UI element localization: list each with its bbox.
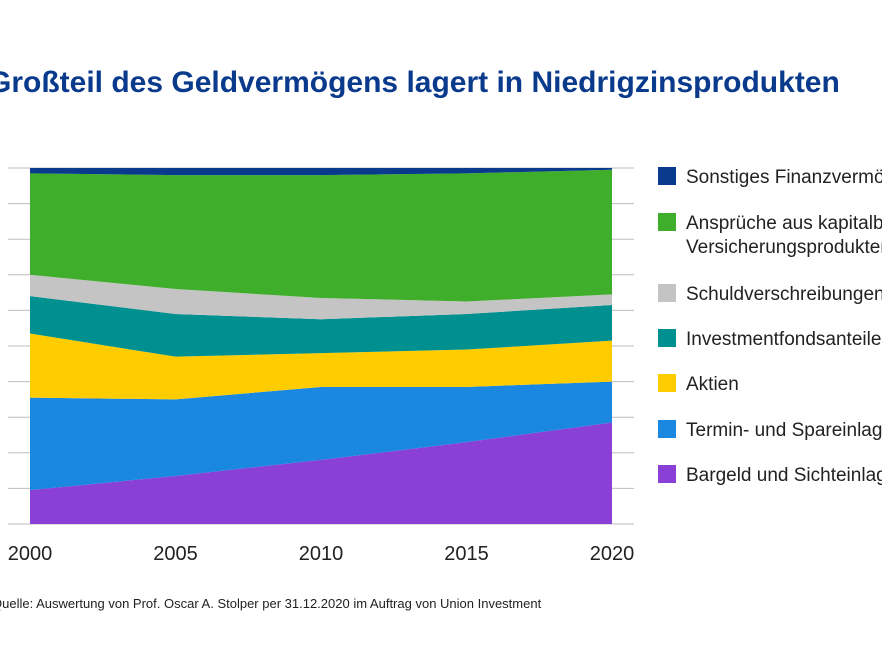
x-axis-ticks: 2000 2005 2010 2015 2020: [8, 543, 635, 565]
legend-item: Sonstiges Finanzvermögen: [658, 167, 882, 188]
area-aktien: [30, 333, 612, 400]
legend: Sonstiges Finanzvermögen Ansprüche aus ka…: [658, 167, 882, 486]
area-bargeld-und-sichteinlagen: [30, 422, 612, 524]
chart-title: Großteil des Geldvermögens lagert in Nie…: [0, 66, 840, 99]
x-tick-label: 2005: [153, 543, 198, 565]
legend-label: Sonstiges Finanzvermögen: [686, 167, 882, 188]
x-tick-label: 2015: [444, 543, 489, 565]
area-sonstiges-finanzvermögen: [30, 168, 612, 176]
legend-swatch: [658, 284, 676, 302]
legend-label: Ansprüche aus kapitalbildenden: [686, 213, 882, 234]
legend-swatch: [658, 329, 676, 347]
legend-label: Bargeld und Sichteinlagen: [686, 465, 882, 486]
legend-item: Ansprüche aus kapitalbildenden Versicheru…: [658, 213, 882, 258]
legend-label: Schuldverschreibungen: [686, 284, 882, 305]
legend-swatch: [658, 465, 676, 483]
legend-item: Investmentfondsanteile: [658, 329, 881, 350]
area-investmentfondsanteile: [30, 296, 612, 357]
legend-label: Termin- und Spareinlagen: [686, 420, 882, 441]
source-note: Quelle: Auswertung von Prof. Oscar A. St…: [0, 596, 542, 611]
legend-swatch: [658, 213, 676, 231]
legend-label: Aktien: [686, 374, 739, 395]
legend-swatch: [658, 374, 676, 392]
x-tick-label: 2000: [8, 543, 53, 565]
legend-swatch: [658, 420, 676, 438]
legend-label: Versicherungsprodukten: [686, 237, 882, 258]
area-series: [30, 168, 612, 524]
legend-label: Investmentfondsanteile: [686, 329, 881, 350]
area-schuldverschreibungen: [30, 274, 612, 320]
area-ansprüche-aus-kapitalbildenden-versicherungsprodukten: [30, 169, 612, 302]
legend-item: Bargeld und Sichteinlagen: [658, 465, 882, 486]
legend-item: Termin- und Spareinlagen: [658, 420, 882, 441]
area-termin-und-spareinlagen: [30, 381, 612, 491]
legend-item: Schuldverschreibungen: [658, 284, 882, 305]
legend-swatch: [658, 167, 676, 185]
legend-item: Aktien: [658, 374, 739, 395]
x-tick-label: 2010: [299, 543, 344, 565]
x-tick-label: 2020: [590, 543, 635, 565]
